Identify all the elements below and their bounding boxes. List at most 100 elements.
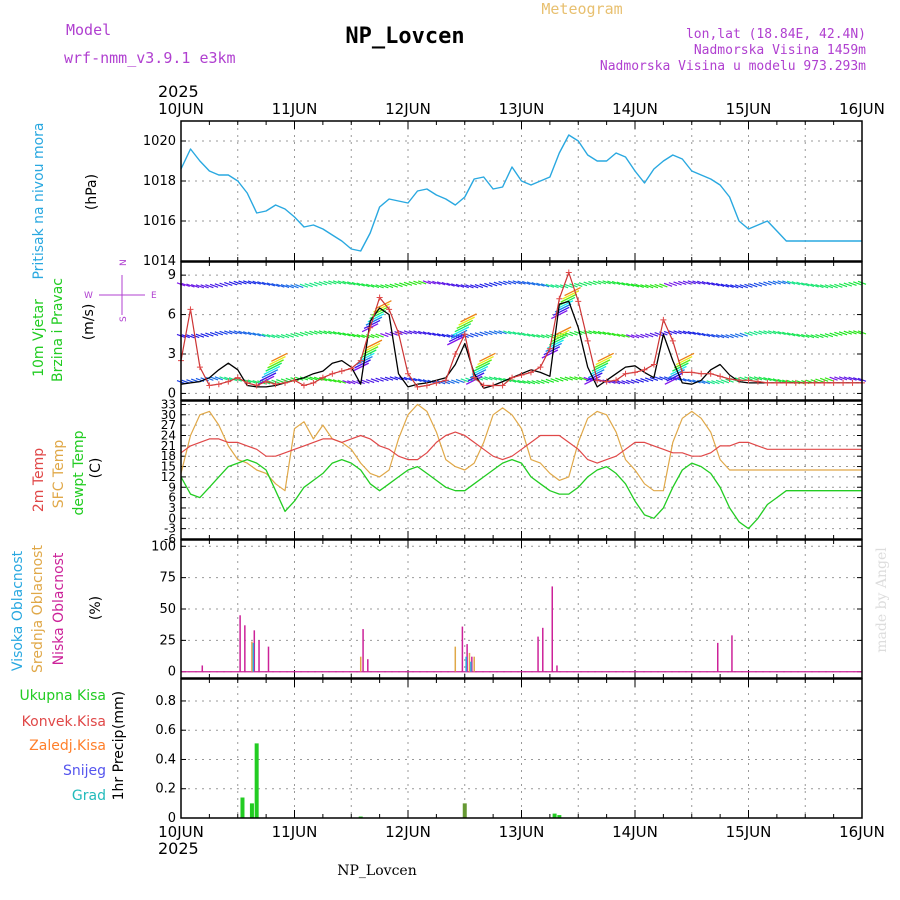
wind-barb (238, 330, 247, 335)
wind-barb (242, 331, 252, 336)
wind-barb (493, 376, 503, 381)
x-tick-label-bottom: 12JUN (385, 823, 431, 841)
wind-barb (365, 339, 383, 349)
wind-ylabel: 10m Vjetar (31, 299, 47, 377)
wind-speed-point (348, 365, 355, 372)
wind-barb (551, 309, 568, 320)
wind-barb (786, 280, 796, 285)
wind-barb (323, 377, 332, 382)
wind-barb (373, 303, 390, 313)
wind-barb (815, 334, 824, 339)
wind-barb (734, 284, 744, 289)
wind-speed-point (783, 379, 790, 386)
wind-barb (767, 377, 777, 382)
wind-barb (589, 365, 607, 376)
wind-speed-point (300, 382, 307, 389)
wind-barb (318, 330, 328, 335)
wind-barb (554, 326, 572, 336)
wind-barb (413, 330, 422, 335)
y-tick-label: 1016 (143, 214, 176, 229)
y-tick-label: 0.4 (155, 752, 176, 767)
wind-barb (507, 330, 517, 335)
wind-barb (834, 283, 843, 288)
wind-barb (252, 280, 261, 285)
wind-barb (621, 282, 630, 287)
wind-barb (635, 334, 644, 339)
wind-barb (205, 376, 214, 381)
wind-barb (569, 331, 578, 336)
wind-speed-point (745, 377, 752, 384)
wind-barb (332, 280, 342, 285)
wind-barb (342, 280, 351, 285)
compass-south: S (119, 316, 129, 322)
wind-barb (682, 378, 692, 383)
wind-barb (299, 283, 309, 288)
wind-barb (540, 334, 550, 339)
wind-barb (522, 280, 531, 285)
wind-barb (687, 280, 696, 285)
wind-barb (271, 334, 280, 339)
wind-speed-point (490, 382, 497, 389)
wind-barb (205, 284, 214, 289)
wind-barb (592, 280, 602, 285)
wind-barb (309, 376, 318, 381)
wind-barb (843, 330, 853, 335)
wind-barb (359, 349, 377, 359)
precip-bar (254, 743, 259, 818)
wind-barb (763, 281, 772, 286)
wind-barb (782, 280, 791, 285)
wind-barb (668, 330, 678, 335)
wind-barb (337, 280, 347, 285)
temp-ylabel-dewpt: dewpt Temp (71, 430, 87, 515)
wind-barb (753, 330, 763, 335)
wind-barb (715, 334, 725, 339)
wind-barb (498, 330, 507, 335)
wind-barb (834, 331, 843, 336)
y-tick-label: 0 (168, 811, 176, 826)
wind-barb (824, 333, 834, 338)
wind-barb (269, 355, 286, 366)
wind-speed-point (187, 306, 194, 313)
wind-barb (616, 380, 626, 385)
wind-barb (365, 283, 375, 288)
wind-barb (408, 330, 417, 335)
wind-barb (432, 280, 441, 285)
precip-bar (552, 813, 557, 818)
wind-speed-point (584, 337, 591, 344)
wind-barb (257, 332, 266, 338)
wind-barb (824, 284, 834, 289)
wind-barb (543, 346, 561, 356)
wind-barb (247, 280, 257, 285)
wind-barb (517, 331, 526, 337)
wind-barb (479, 283, 488, 288)
wind-speed-point (272, 381, 279, 388)
wind-barb (456, 319, 474, 330)
year-bottom: 2025 (158, 839, 199, 858)
wind-barb (644, 333, 654, 338)
y-tick-label: 30 (161, 408, 176, 422)
pressure-line (180, 134, 862, 252)
wind-barb (271, 283, 280, 288)
wind-barb (257, 281, 266, 286)
wind-speed-point (253, 382, 260, 389)
wind-speed-point (291, 377, 298, 384)
wind-barb (313, 330, 323, 335)
wind-barb (536, 282, 545, 287)
wind-barb (730, 284, 739, 289)
wind-barb (560, 293, 578, 303)
y-tick-label: 1018 (143, 174, 176, 189)
precip-legend: Ukupna Kisa Konvek.Kisa Zaledj.Kisa Snij… (19, 688, 106, 804)
wind-barb (578, 376, 588, 381)
y-tick-label: 0 (168, 386, 176, 401)
wind-barb (696, 332, 706, 337)
wind-barb (593, 359, 611, 369)
wind-barb (677, 352, 695, 362)
wind-speed-point (830, 379, 837, 386)
wind-barb (422, 280, 432, 285)
wind-speed-point (282, 379, 289, 386)
lonlat-text: lon,lat (18.84E, 42.4N) (686, 27, 866, 42)
wind-speed-point (840, 379, 847, 386)
wind-barb (446, 282, 455, 287)
